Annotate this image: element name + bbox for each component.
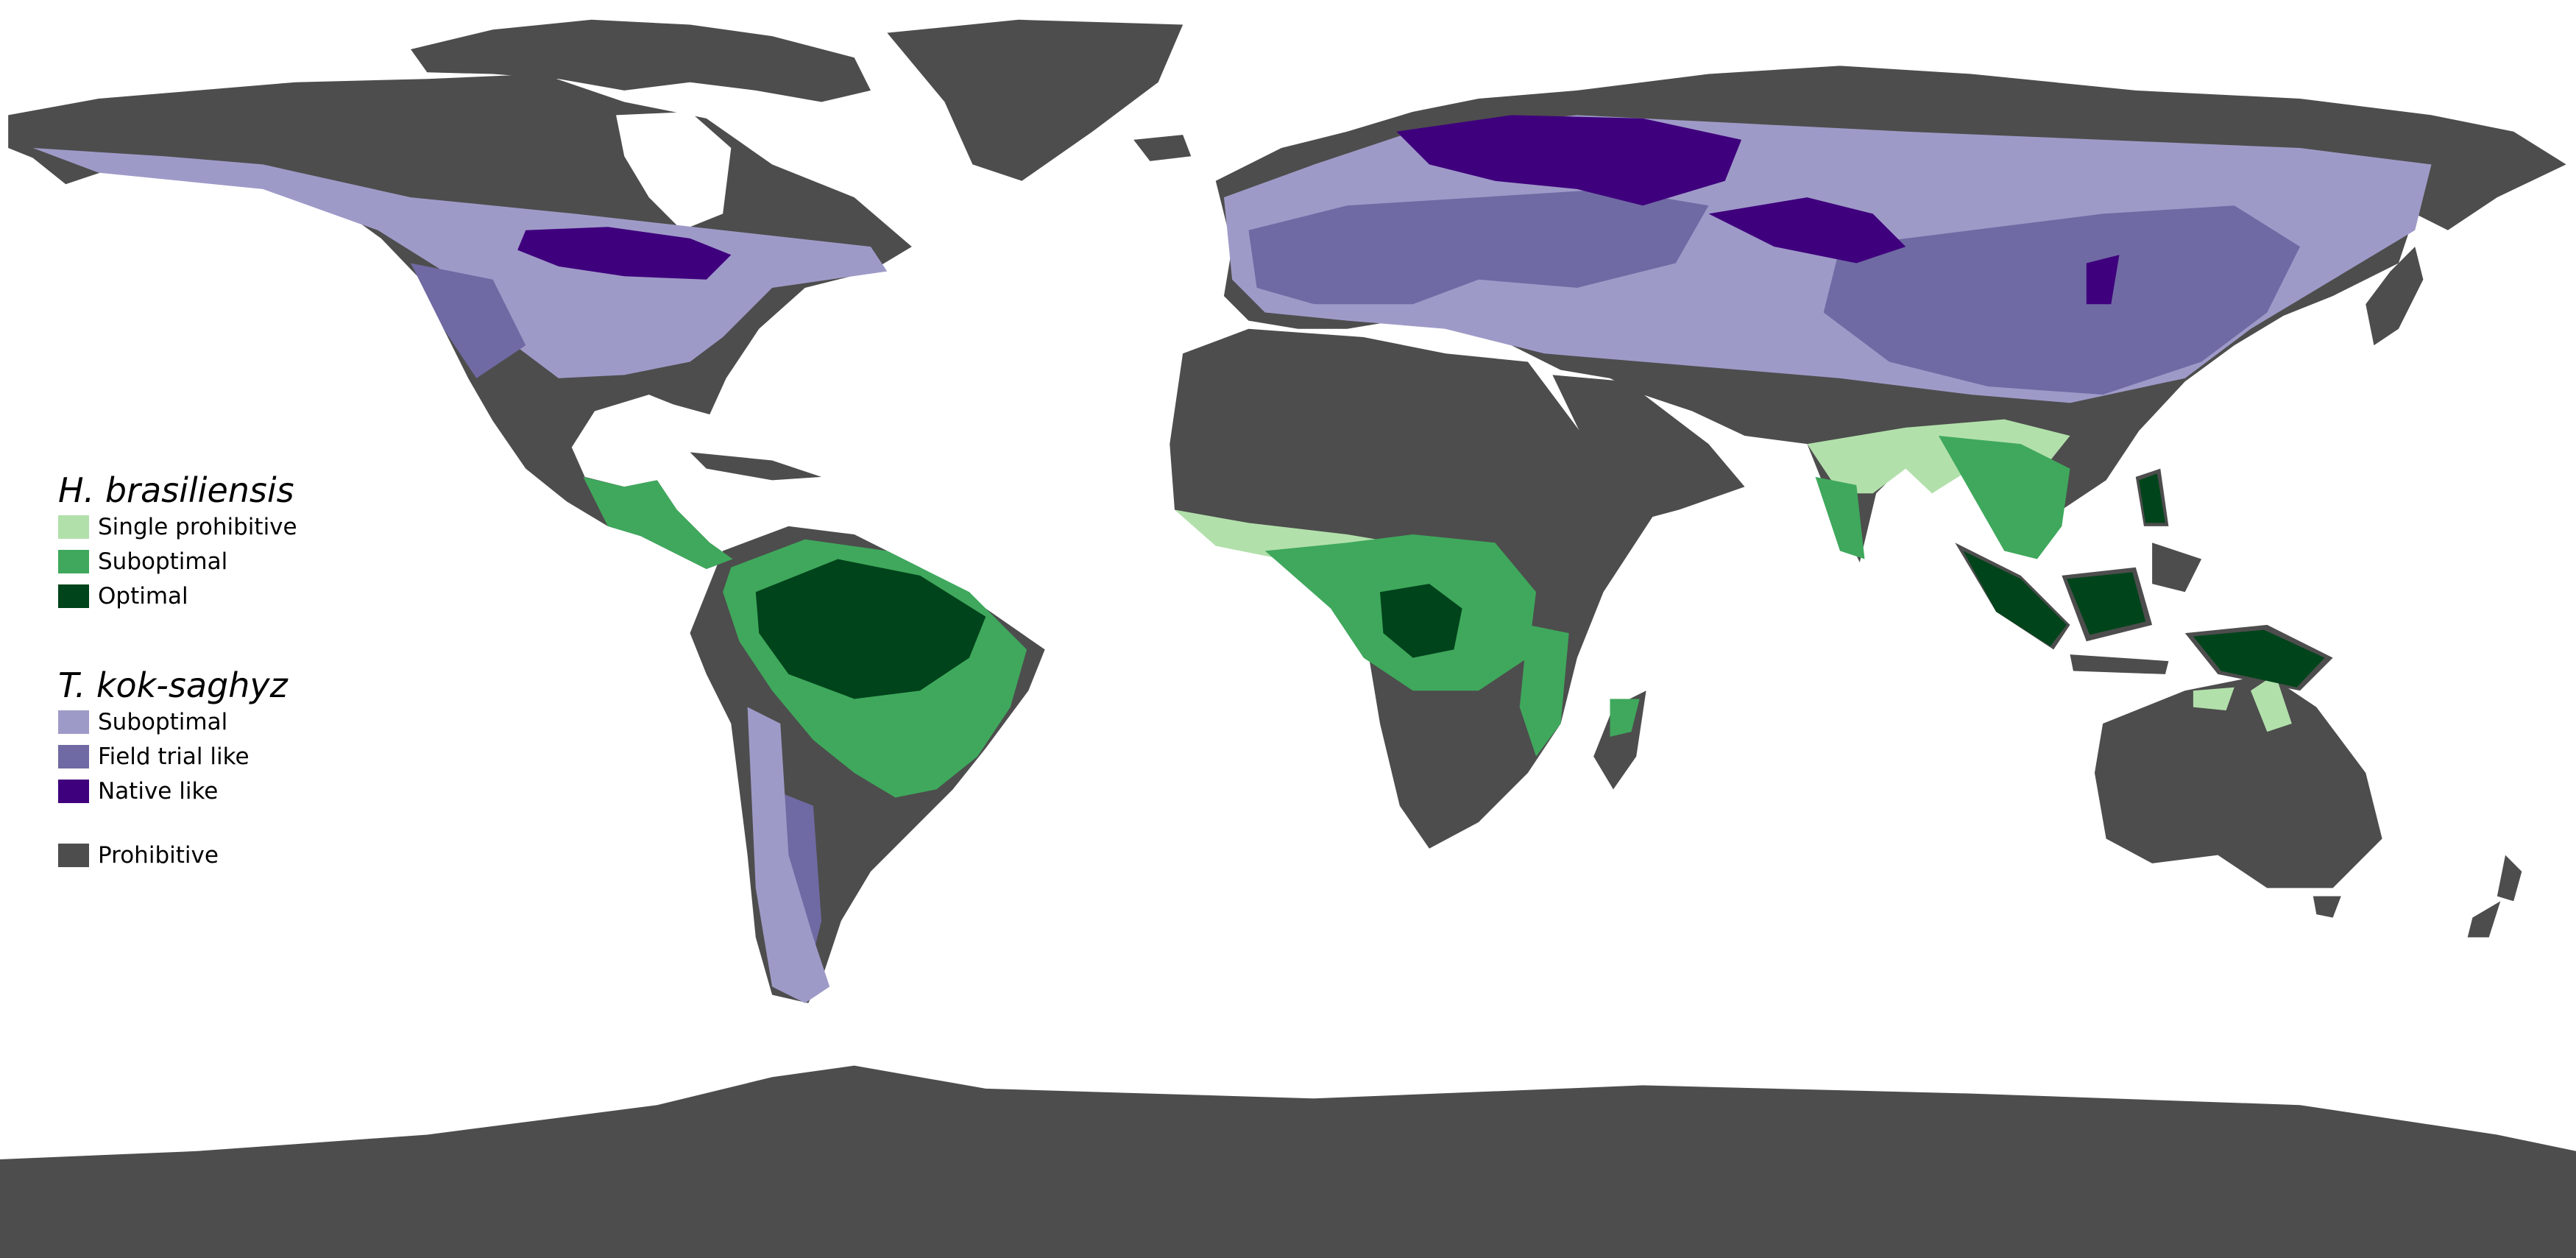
hudson-bay	[616, 111, 732, 230]
legend-label: Optimal	[98, 582, 188, 609]
tks-suboptimal-north-america	[32, 148, 888, 378]
legend-item-hb-suboptimal: Suboptimal	[58, 544, 297, 579]
japan	[2366, 247, 2424, 346]
legend: H. brasiliensis Single prohibitive Subop…	[58, 471, 297, 872]
arctic-archipelago	[411, 19, 871, 102]
legend-item-tks-suboptimal: Suboptimal	[58, 704, 297, 739]
greenland	[887, 19, 1183, 181]
tks-field-trial-like-asia	[1823, 205, 2300, 395]
swatch	[58, 744, 89, 768]
legend-label: Single prohibitive	[98, 513, 297, 540]
tks-native-like-russia	[1396, 115, 2120, 305]
hb-optimal-congo	[1380, 584, 1462, 658]
hb-suboptimal-central-america	[583, 476, 733, 569]
hevea-overlay	[583, 419, 2325, 798]
legend-title-hevea: H. brasiliensis	[58, 470, 294, 510]
hb-optimal-indonesia	[1963, 473, 2325, 688]
swatch	[58, 843, 89, 867]
legend-item-prohibitive: Prohibitive	[58, 838, 297, 872]
tks-suboptimal-andes	[747, 707, 830, 1003]
swatch	[58, 584, 89, 608]
australia	[2094, 674, 2382, 918]
new-zealand	[2467, 855, 2522, 938]
legend-title-tks: T. kok-saghyz	[58, 665, 288, 705]
legend-label: Prohibitive	[98, 841, 219, 869]
hb-single-prohibitive-asia	[1807, 419, 2292, 732]
legend-item-hb-optimal: Optimal	[58, 579, 297, 613]
legend-item-tks-native-like: Native like	[58, 774, 297, 808]
tks-overlay	[32, 115, 2432, 1003]
legend-item-hb-single-prohibitive: Single prohibitive	[58, 509, 297, 544]
swatch	[58, 710, 89, 734]
tks-field-trial-like-europe	[1248, 188, 1709, 305]
swatch	[58, 779, 89, 803]
legend-label: Field trial like	[98, 743, 250, 770]
arabia	[1552, 375, 1745, 523]
antarctica	[0, 1065, 2576, 1258]
hb-optimal-amazon	[755, 559, 986, 699]
swatch	[58, 515, 89, 539]
iceland	[1133, 135, 1192, 161]
legend-label: Suboptimal	[98, 708, 228, 735]
legend-item-tks-field-trial-like: Field trial like	[58, 739, 297, 774]
legend-label: Suboptimal	[98, 548, 228, 575]
legend-label: Native like	[98, 777, 219, 805]
hb-suboptimal-southeast-asia	[1815, 436, 2070, 559]
swatch	[58, 549, 89, 573]
tks-native-like-canada	[517, 227, 732, 280]
caribbean	[690, 452, 822, 481]
hb-suboptimal-east-africa	[1519, 624, 1640, 757]
